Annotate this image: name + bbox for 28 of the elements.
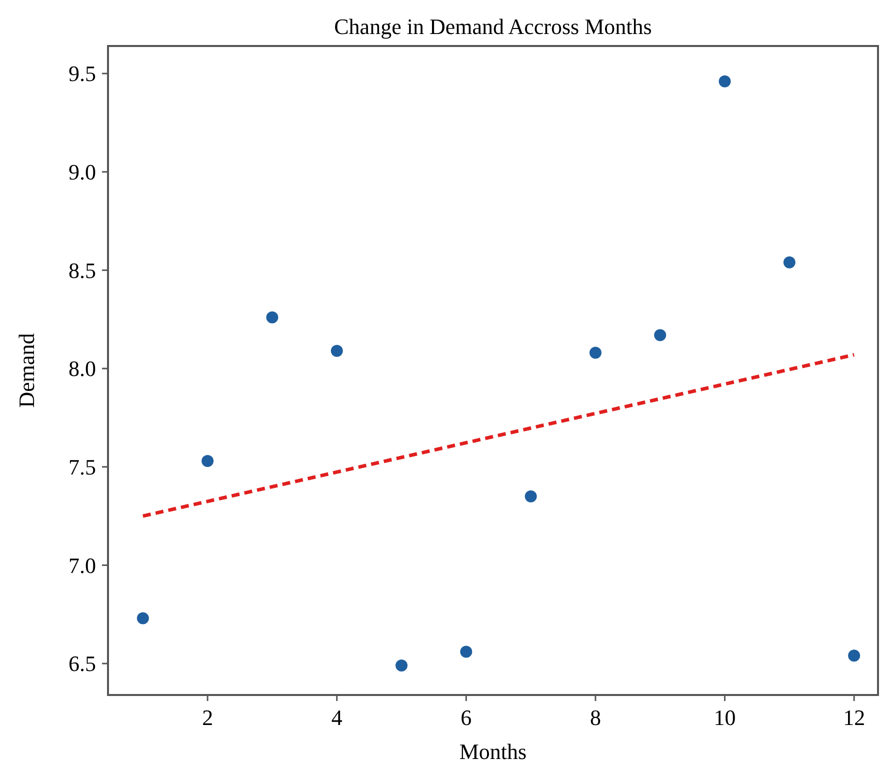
y-tick-label: 9.5 <box>68 61 96 86</box>
point <box>396 660 408 672</box>
chart-title: Change in Demand Accross Months <box>334 14 652 39</box>
x-tick-label: 12 <box>843 705 866 730</box>
point <box>330 344 343 357</box>
x-tick-label: 6 <box>460 705 472 730</box>
point <box>718 75 731 88</box>
x-tick-label: 2 <box>202 705 214 730</box>
point <box>266 311 278 324</box>
y-tick-label: 9.0 <box>68 160 96 185</box>
point <box>783 256 796 268</box>
x-tick-label: 4 <box>331 705 342 730</box>
point <box>524 490 537 502</box>
x-tick-label: 8 <box>590 705 601 730</box>
y-tick-label: 8.5 <box>68 258 96 283</box>
y-axis-title: Demand <box>14 333 39 408</box>
point <box>460 646 472 658</box>
y-tick-label: 8.0 <box>68 356 96 382</box>
y-tick-label: 7.0 <box>68 552 96 578</box>
y-tick-label: 7.5 <box>68 454 96 480</box>
x-tick-label: 10 <box>714 705 736 730</box>
y-tick-label: 6.5 <box>68 651 96 676</box>
point <box>848 650 860 662</box>
point <box>136 612 149 624</box>
point <box>589 346 602 359</box>
point <box>654 329 666 342</box>
point <box>202 454 214 467</box>
x-axis-title: Months <box>459 739 527 764</box>
